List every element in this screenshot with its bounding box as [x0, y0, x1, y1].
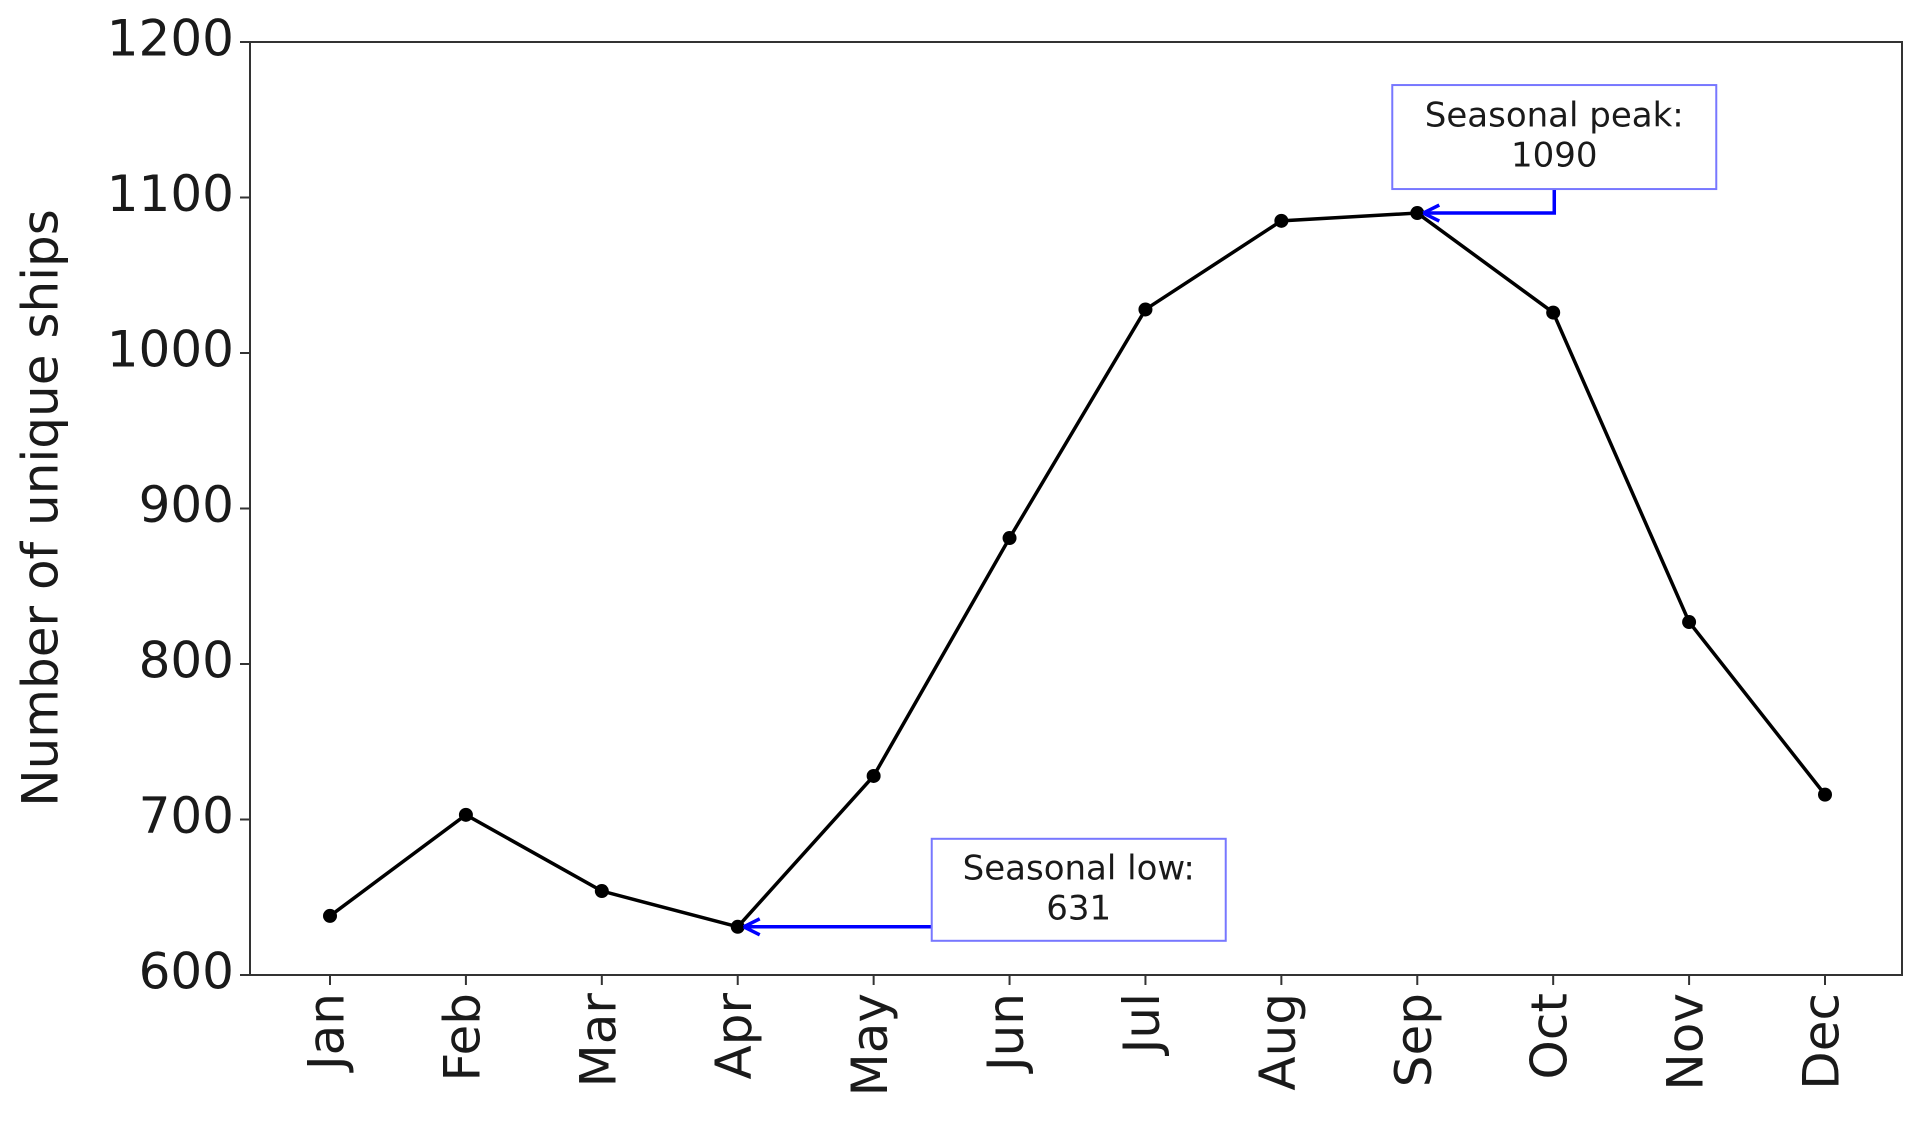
annotation-text: Seasonal peak:: [1425, 96, 1684, 136]
point: [1818, 787, 1832, 802]
point: [1274, 213, 1289, 228]
x-tick-label: Oct: [1521, 993, 1579, 1079]
arrow-head: [1422, 203, 1441, 223]
point: [1138, 302, 1153, 317]
annotation-text: 1090: [1511, 136, 1598, 176]
point: [730, 919, 745, 934]
x-tick-label: Jun: [977, 993, 1035, 1074]
y-tick-label: 1200: [107, 10, 234, 68]
y-tick-label: 1100: [107, 165, 234, 223]
y-axis-label: Number of unique ships: [12, 209, 70, 807]
point: [1682, 615, 1697, 630]
x-tick-label: Jul: [1113, 993, 1171, 1056]
annotation-arrow: [1425, 189, 1557, 215]
annotation-text: Seasonal low:: [963, 848, 1195, 888]
y-tick-label: 600: [139, 943, 234, 1001]
point: [1002, 531, 1017, 546]
line-series: [328, 211, 1827, 929]
point: [323, 908, 337, 923]
x-tick-label: Dec: [1793, 993, 1851, 1090]
y-tick-label: 800: [139, 632, 234, 690]
annotation-box: [1391, 84, 1718, 191]
x-tick-label: Sep: [1385, 993, 1443, 1087]
annotation-text: 631: [1046, 888, 1111, 928]
y-tick-label: 700: [139, 787, 234, 845]
annotation-box: [930, 837, 1227, 942]
x-tick-label: Nov: [1657, 993, 1715, 1091]
point: [1410, 206, 1425, 221]
x-tick-label: Aug: [1249, 993, 1307, 1091]
x-tick-label: Jan: [298, 993, 356, 1073]
x-tick-label: May: [841, 993, 899, 1096]
point: [458, 807, 473, 822]
x-tick-label: Apr: [705, 993, 763, 1080]
x-tick-label: Mar: [569, 993, 627, 1088]
y-tick-label: 900: [139, 476, 234, 534]
x-tick-label: Feb: [433, 993, 491, 1082]
point: [866, 768, 881, 783]
y-tick-label: 1000: [107, 321, 234, 379]
point: [594, 884, 609, 899]
point: [1546, 305, 1561, 320]
arrow-head: [742, 917, 761, 937]
